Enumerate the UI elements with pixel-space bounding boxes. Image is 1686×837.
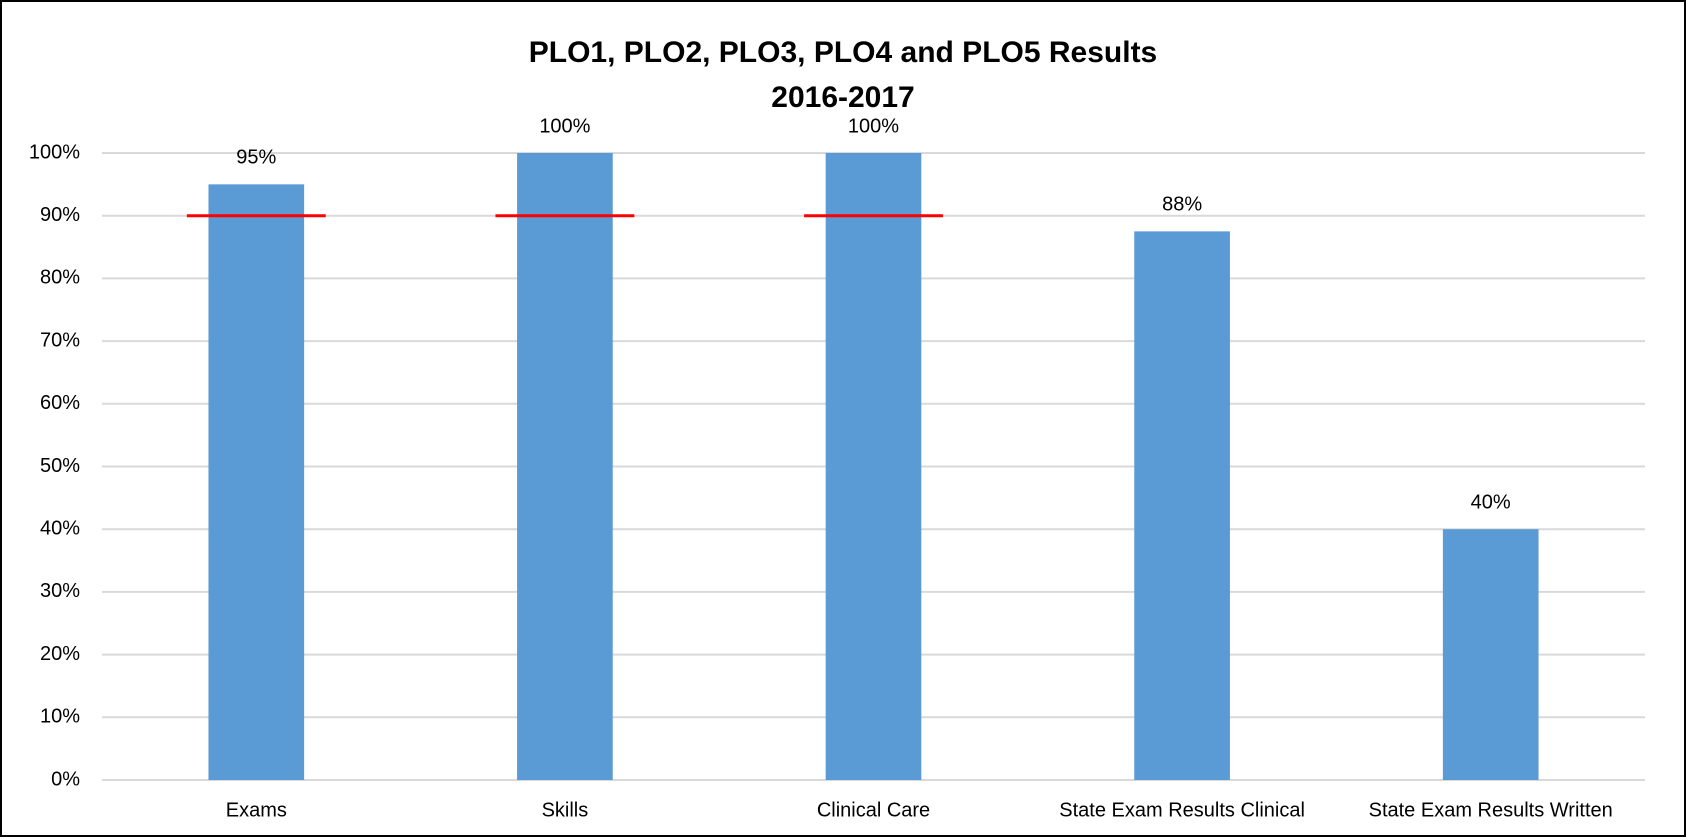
bar [1442, 529, 1539, 780]
y-tick-label: 40% [40, 517, 80, 539]
data-label: 100% [539, 115, 590, 137]
x-tick-label: Exams [226, 799, 287, 821]
y-tick-label: 90% [40, 204, 80, 226]
x-tick-label: State Exam Results Written [1369, 799, 1613, 821]
x-tick-label: State Exam Results Clinical [1059, 799, 1305, 821]
y-tick-label: 60% [40, 392, 80, 414]
data-label: 88% [1162, 194, 1202, 216]
y-tick-label: 0% [51, 768, 80, 790]
chart-title: PLO1, PLO2, PLO3, PLO4 and PLO5 Results [529, 36, 1158, 69]
y-tick-label: 10% [40, 706, 80, 728]
data-label: 95% [236, 147, 276, 169]
x-tick-label: Skills [542, 799, 589, 821]
y-tick-label: 20% [40, 643, 80, 665]
chart-subtitle: 2016-2017 [771, 81, 914, 114]
data-label: 40% [1471, 491, 1511, 513]
y-tick-label: 80% [40, 267, 80, 289]
bar [1134, 231, 1230, 780]
y-tick-label: 70% [40, 329, 80, 351]
bar [517, 153, 613, 780]
y-tick-label: 100% [29, 141, 80, 163]
x-tick-label: Clinical Care [817, 799, 930, 821]
bar [825, 153, 922, 780]
y-tick-label: 30% [40, 580, 80, 602]
data-label: 100% [848, 115, 899, 137]
y-tick-label: 50% [40, 455, 80, 477]
bar [208, 184, 305, 781]
